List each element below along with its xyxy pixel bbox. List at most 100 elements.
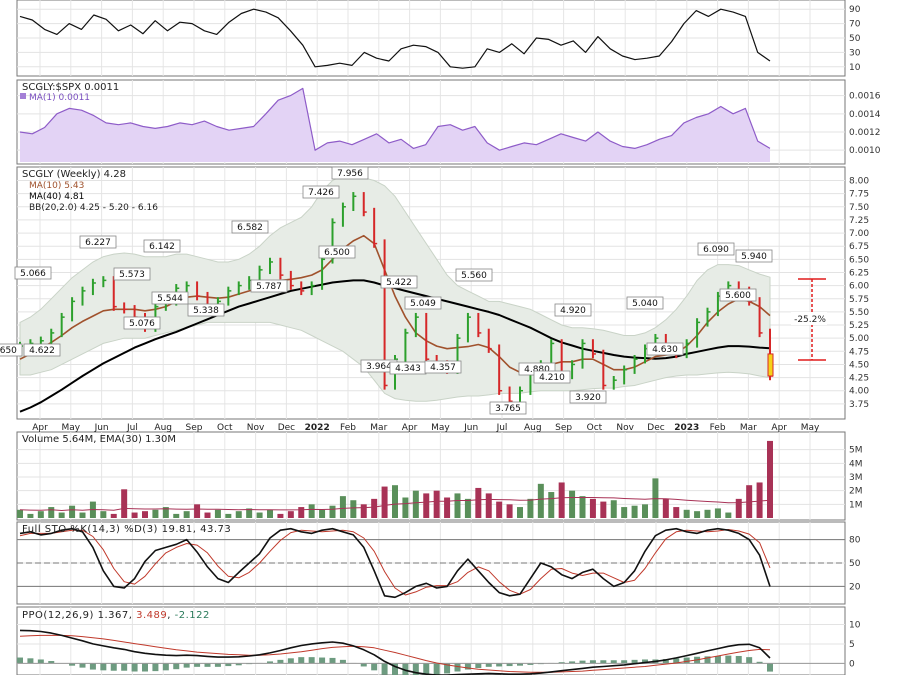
volume-bar	[111, 514, 117, 518]
x-tick-label: Feb	[340, 423, 356, 433]
value-label: 6.582	[237, 223, 263, 233]
value-label: 5.600	[725, 291, 751, 301]
price-tick-label: 5.25	[849, 321, 869, 331]
value-label: 4.622	[29, 346, 55, 356]
ppo-signal-value: 3.489	[136, 610, 167, 621]
ppo-histogram-bar	[205, 663, 211, 666]
volume-bar	[69, 506, 75, 518]
volume-bar	[121, 489, 127, 518]
stochastic-tick-label: 80	[849, 536, 861, 546]
volume-bar	[361, 504, 367, 518]
x-tick-label: Apr	[771, 423, 787, 433]
price-tick-label: 7.25	[849, 216, 869, 226]
volume-bar	[288, 511, 294, 518]
volume-bar	[205, 513, 211, 518]
value-label: 5.573	[119, 270, 145, 280]
value-label: 4.343	[395, 364, 421, 374]
price-tick-label: 5.50	[849, 308, 869, 318]
price-tick-label: 7.50	[849, 203, 869, 213]
value-label: 4.920	[560, 306, 586, 316]
volume-panel	[17, 432, 845, 520]
volume-bar	[725, 513, 731, 518]
volume-bar	[455, 493, 461, 518]
price-tick-label: 5.00	[849, 334, 869, 344]
value-label: 5.049	[410, 299, 436, 309]
ppo-histogram-bar	[382, 663, 388, 674]
ppo-histogram-bar	[746, 657, 752, 663]
ppo-histogram-bar	[298, 657, 304, 663]
ppo-histogram-bar	[288, 658, 294, 663]
ppo-histogram-bar	[767, 663, 773, 671]
decline-label: -25.2%	[794, 315, 826, 325]
ppo-value: 1.367	[98, 610, 129, 621]
x-tick-label: Dec	[647, 423, 664, 433]
x-tick-label: Dec	[278, 423, 295, 433]
ppo-histogram-bar	[121, 663, 127, 670]
value-label: 5.787	[256, 282, 282, 292]
volume-bar	[340, 496, 346, 518]
price-tick-label: 4.25	[849, 374, 869, 384]
volume-tick-label: 4M	[849, 459, 863, 469]
volume-bar	[142, 511, 148, 518]
ppo-histogram-bar	[163, 663, 169, 670]
volume-bar	[694, 511, 700, 518]
value-label: 5.066	[20, 269, 46, 279]
volume-tick-label: 1M	[849, 500, 863, 510]
x-tick-label: Jul	[496, 423, 508, 433]
price-tick-label: 6.75	[849, 242, 869, 252]
ppo-histogram-bar	[330, 658, 336, 663]
volume-bar	[580, 496, 586, 518]
value-label: 5.076	[129, 319, 155, 329]
x-tick-label: Aug	[524, 423, 542, 433]
ppo-histogram-bar	[309, 657, 315, 663]
ppo-histogram-bar	[215, 663, 221, 666]
rsi-tick-label: 50	[849, 34, 861, 44]
volume-bar	[48, 507, 54, 518]
ppo-histogram-bar	[194, 663, 200, 666]
ppo-histogram-bar	[80, 663, 86, 667]
volume-bar	[600, 502, 606, 518]
value-label: 3.765	[495, 404, 521, 414]
ppo-histogram-bar	[132, 663, 138, 671]
volume-bar	[371, 499, 377, 518]
volume-bar	[27, 514, 33, 518]
x-tick-label: Sep	[555, 423, 572, 433]
ppo-histogram-bar	[455, 663, 461, 671]
volume-bar	[236, 511, 242, 518]
volume-bar	[434, 491, 440, 518]
volume-bar	[330, 506, 336, 518]
volume-bar	[569, 491, 575, 518]
price-tick-label: 3.75	[849, 400, 869, 410]
x-tick-label: Mar	[370, 423, 387, 433]
x-tick-label: Oct	[587, 423, 603, 433]
x-tick-label: Jul	[126, 423, 138, 433]
ppo-histogram-bar	[684, 658, 690, 664]
x-tick-label: May	[801, 423, 820, 433]
ppo-histogram-bar	[38, 659, 44, 663]
volume-bar	[80, 513, 86, 518]
volume-bar	[382, 487, 388, 518]
value-label: 6.227	[85, 238, 111, 248]
volume-bar	[621, 507, 627, 518]
volume-bar	[423, 493, 429, 518]
price-tick-label: 5.75	[849, 295, 869, 305]
volume-bar	[673, 507, 679, 518]
volume-bar	[184, 511, 190, 518]
volume-bar	[548, 492, 554, 518]
ratio-legend: SCGLY:$SPX 0.0011	[22, 82, 119, 93]
volume-bar	[152, 510, 158, 518]
price-tick-label: 6.25	[849, 268, 869, 278]
value-label: 4.210	[539, 373, 565, 383]
volume-tick-label: 5M	[849, 446, 863, 456]
price-tick-label: 7.75	[849, 190, 869, 200]
x-tick-label: May	[431, 423, 450, 433]
value-label: 7.426	[308, 188, 334, 198]
value-label: 5.338	[193, 306, 219, 316]
price-tick-label: 8.00	[849, 177, 869, 187]
volume-bar	[17, 510, 23, 518]
volume-bar	[559, 482, 565, 518]
ratio-tick-label: 0.0012	[849, 128, 881, 138]
x-tick-label: Jun	[94, 423, 109, 433]
volume-bar	[132, 513, 138, 518]
